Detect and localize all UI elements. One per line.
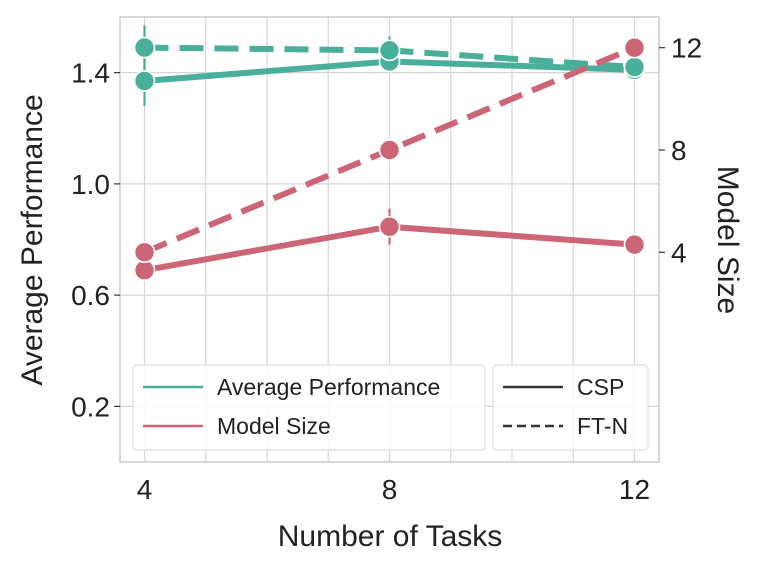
data-point xyxy=(133,36,156,59)
legend-csp-label: CSP xyxy=(577,374,624,400)
legend-model-size-label: Model Size xyxy=(217,413,331,439)
data-point xyxy=(133,241,156,264)
series-model-size-ft-n xyxy=(133,36,646,264)
y-tick-label: 1.0 xyxy=(71,169,110,200)
legend-methods: CSP FT-N xyxy=(492,364,649,451)
legend-ftn-label: FT-N xyxy=(577,413,628,439)
y-tick-label: 0.6 xyxy=(71,280,110,311)
x-tick-label: 12 xyxy=(619,474,650,505)
series-model-size-csp xyxy=(133,208,646,281)
data-point xyxy=(378,215,401,238)
series-layer xyxy=(133,25,646,281)
y2-tick-label: 12 xyxy=(671,33,702,64)
data-point xyxy=(623,233,646,256)
y2-axis-label: Model Size xyxy=(711,166,744,314)
x-tick-label: 8 xyxy=(382,474,398,505)
y-tick-label: 0.2 xyxy=(71,391,110,422)
y2-tick-label: 4 xyxy=(671,237,687,268)
series-average-performance-ft-n xyxy=(133,25,646,78)
legend-metrics: Average Performance Model Size xyxy=(132,364,486,451)
x-tick-label: 4 xyxy=(137,474,153,505)
data-point xyxy=(623,56,646,78)
data-point xyxy=(623,36,646,59)
x-axis-label: Number of Tasks xyxy=(278,520,503,553)
plot-frame xyxy=(119,16,660,463)
legend-metrics-box xyxy=(132,364,486,451)
data-point xyxy=(378,139,401,161)
legend-performance-label: Average Performance xyxy=(217,374,440,400)
data-point xyxy=(133,70,156,92)
y-axis-label: Average Performance xyxy=(16,94,49,385)
data-point xyxy=(133,259,156,281)
data-point xyxy=(378,39,401,62)
y2-tick-label: 8 xyxy=(671,135,687,166)
y-tick-label: 1.4 xyxy=(71,58,110,89)
axis-layer: 4 8 12 0.2 0.6 1.0 1.4 4 8 12 xyxy=(71,33,702,505)
